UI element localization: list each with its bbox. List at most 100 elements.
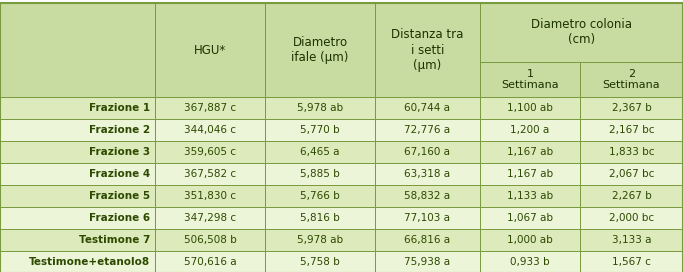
Bar — [0, 119, 155, 141]
Text: 367,582 c: 367,582 c — [184, 169, 236, 179]
Bar — [0, 3, 155, 97]
Text: 2,267 b: 2,267 b — [611, 191, 652, 201]
Bar — [265, 251, 375, 272]
Bar — [155, 185, 265, 207]
Bar — [580, 119, 683, 141]
Bar — [375, 207, 480, 229]
Text: Frazione 1: Frazione 1 — [89, 103, 150, 113]
Text: HGU*: HGU* — [194, 44, 226, 57]
Text: 2,067 bc: 2,067 bc — [609, 169, 654, 179]
Bar — [155, 119, 265, 141]
Bar — [265, 207, 375, 229]
Text: Frazione 3: Frazione 3 — [89, 147, 150, 157]
Bar — [580, 229, 683, 251]
Bar — [480, 119, 580, 141]
Bar — [580, 207, 683, 229]
Text: 367,887 c: 367,887 c — [184, 103, 236, 113]
Bar — [265, 119, 375, 141]
Text: 58,832 a: 58,832 a — [404, 191, 451, 201]
Text: 506,508 b: 506,508 b — [184, 235, 236, 245]
Bar — [480, 163, 580, 185]
Bar — [375, 185, 480, 207]
Text: 5,885 b: 5,885 b — [300, 169, 340, 179]
Bar — [0, 207, 155, 229]
Bar — [375, 229, 480, 251]
Text: 2
Settimana: 2 Settimana — [602, 69, 660, 90]
Bar — [580, 251, 683, 272]
Bar — [265, 185, 375, 207]
Bar — [155, 97, 265, 119]
Bar — [265, 3, 375, 97]
Bar — [375, 119, 480, 141]
Text: 5,766 b: 5,766 b — [300, 191, 340, 201]
Text: 1,167 ab: 1,167 ab — [507, 147, 553, 157]
Text: 5,978 ab: 5,978 ab — [297, 235, 343, 245]
Text: 359,605 c: 359,605 c — [184, 147, 236, 157]
Text: 344,046 c: 344,046 c — [184, 125, 236, 135]
Bar — [375, 97, 480, 119]
Text: 60,744 a: 60,744 a — [404, 103, 451, 113]
Text: 63,318 a: 63,318 a — [404, 169, 451, 179]
Bar — [265, 163, 375, 185]
Text: Testimone 7: Testimone 7 — [79, 235, 150, 245]
Text: 1,133 ab: 1,133 ab — [507, 191, 553, 201]
Text: 77,103 a: 77,103 a — [404, 213, 451, 223]
Bar — [265, 229, 375, 251]
Bar — [265, 97, 375, 119]
Bar — [580, 62, 683, 97]
Text: Frazione 5: Frazione 5 — [89, 191, 150, 201]
Text: 1,833 bc: 1,833 bc — [609, 147, 654, 157]
Bar — [155, 141, 265, 163]
Bar — [580, 185, 683, 207]
Bar — [480, 62, 580, 97]
Bar — [155, 229, 265, 251]
Bar — [0, 163, 155, 185]
Text: Diametro
ifale (μm): Diametro ifale (μm) — [292, 36, 349, 64]
Text: 2,167 bc: 2,167 bc — [609, 125, 654, 135]
Bar — [480, 3, 683, 62]
Bar — [375, 3, 480, 97]
Bar — [265, 141, 375, 163]
Text: 351,830 c: 351,830 c — [184, 191, 236, 201]
Text: Distanza tra
i setti
(μm): Distanza tra i setti (μm) — [391, 29, 464, 72]
Text: Diametro colonia
(cm): Diametro colonia (cm) — [531, 18, 632, 47]
Text: 1,200 a: 1,200 a — [510, 125, 550, 135]
Text: 3,133 a: 3,133 a — [612, 235, 652, 245]
Bar — [155, 207, 265, 229]
Text: 5,758 b: 5,758 b — [300, 257, 340, 267]
Text: 1,167 ab: 1,167 ab — [507, 169, 553, 179]
Bar — [480, 229, 580, 251]
Text: 1,100 ab: 1,100 ab — [507, 103, 553, 113]
Bar — [480, 141, 580, 163]
Text: 1
Settimana: 1 Settimana — [501, 69, 559, 90]
Bar — [155, 251, 265, 272]
Text: Testimone+etanolo8: Testimone+etanolo8 — [29, 257, 150, 267]
Bar — [480, 185, 580, 207]
Bar — [0, 229, 155, 251]
Text: Frazione 6: Frazione 6 — [89, 213, 150, 223]
Text: Frazione 4: Frazione 4 — [89, 169, 150, 179]
Text: 5,978 ab: 5,978 ab — [297, 103, 343, 113]
Text: 72,776 a: 72,776 a — [404, 125, 451, 135]
Text: 1,000 ab: 1,000 ab — [507, 235, 553, 245]
Text: 5,816 b: 5,816 b — [300, 213, 340, 223]
Text: 1,567 c: 1,567 c — [612, 257, 651, 267]
Bar — [0, 185, 155, 207]
Text: 0,933 b: 0,933 b — [510, 257, 550, 267]
Text: Frazione 2: Frazione 2 — [89, 125, 150, 135]
Bar — [375, 163, 480, 185]
Text: 1,067 ab: 1,067 ab — [507, 213, 553, 223]
Bar — [155, 3, 265, 97]
Bar — [580, 141, 683, 163]
Bar — [375, 141, 480, 163]
Text: 75,938 a: 75,938 a — [404, 257, 451, 267]
Bar — [480, 251, 580, 272]
Bar — [0, 141, 155, 163]
Bar — [375, 251, 480, 272]
Bar — [580, 97, 683, 119]
Bar — [0, 251, 155, 272]
Bar — [480, 97, 580, 119]
Text: 67,160 a: 67,160 a — [404, 147, 451, 157]
Text: 570,616 a: 570,616 a — [184, 257, 236, 267]
Text: 2,000 bc: 2,000 bc — [609, 213, 654, 223]
